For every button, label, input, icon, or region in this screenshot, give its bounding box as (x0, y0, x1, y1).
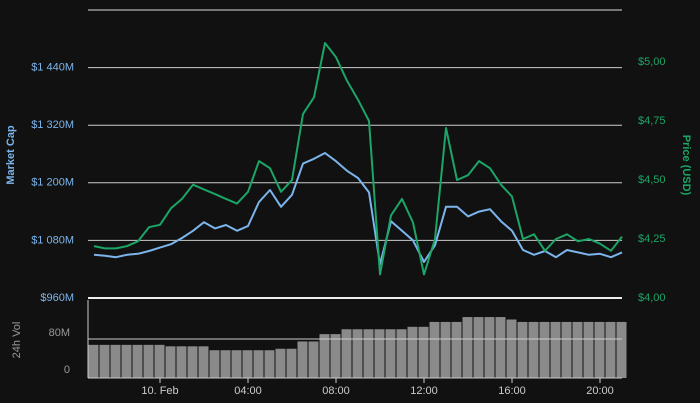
y2-tick-label: $5,00 (638, 56, 666, 68)
volume-bar (231, 350, 242, 378)
volume-bar (209, 350, 220, 378)
volume-bar (594, 321, 605, 378)
volume-bar (572, 321, 583, 378)
volume-bar (341, 329, 352, 378)
y2-tick-label: $4,75 (638, 115, 666, 127)
x-tick-label: 08:00 (322, 385, 350, 397)
y3-tick-label: 0 (64, 364, 70, 376)
line-series (93, 152, 623, 266)
y2-tick-label: $4,25 (638, 233, 666, 245)
volume-bar (154, 344, 165, 378)
y-tick-label: $1 200M (31, 177, 74, 189)
volume-bar (308, 341, 319, 378)
volume-bar (407, 326, 418, 378)
volume-bar (451, 321, 462, 378)
volume-bar (484, 317, 495, 378)
volume-bar (429, 321, 440, 378)
volume-bar (528, 321, 539, 378)
volume-bar (198, 346, 209, 378)
volume-bar (110, 344, 121, 378)
y2-tick-label: $4,50 (638, 174, 666, 186)
volume-bar (297, 341, 308, 378)
y-tick-label: $1 080M (31, 234, 74, 246)
volume-bar (385, 329, 396, 378)
volume-bar (352, 329, 363, 378)
y-tick-label: $1 320M (31, 119, 74, 131)
volume-bar (506, 319, 517, 378)
volume-bar (561, 321, 572, 378)
y2-tick-label: $4,00 (638, 292, 666, 304)
y-axis-title: Market Cap (5, 125, 17, 185)
y3-axis-title: 24h Vol (11, 322, 23, 359)
volume-bar (220, 350, 231, 378)
x-tick-label: 10. Feb (141, 385, 178, 397)
volume-bar (253, 350, 264, 378)
x-tick-label: 04:00 (234, 385, 262, 397)
volume-bar (374, 329, 385, 378)
volume-bar (99, 344, 110, 378)
volume-bar (616, 321, 627, 378)
y-tick-label: $960M (40, 292, 74, 304)
volume-bar (495, 317, 506, 378)
volume-bar (550, 321, 561, 378)
volume-bar (583, 321, 594, 378)
volume-bar (440, 321, 451, 378)
volume-bar (363, 329, 374, 378)
volume-bar (275, 348, 286, 378)
volume-bar (88, 344, 99, 378)
volume-bar (132, 344, 143, 378)
volume-bar (242, 350, 253, 378)
volume-bar (176, 346, 187, 378)
volume-bar (319, 334, 330, 378)
volume-bar (330, 334, 341, 378)
volume-bar (396, 329, 407, 378)
y-tick-label: $1 440M (31, 62, 74, 74)
y3-tick-label: 80M (49, 327, 70, 339)
y2-axis-title: Price (USD) (680, 135, 692, 196)
volume-bar (165, 346, 176, 378)
line-series (93, 42, 623, 276)
volume-bar (539, 321, 550, 378)
x-tick-label: 20:00 (586, 385, 614, 397)
volume-bar (187, 346, 198, 378)
volume-bar (143, 344, 154, 378)
volume-bar (121, 344, 132, 378)
volume-bar (462, 317, 473, 378)
x-tick-label: 12:00 (410, 385, 438, 397)
volume-bar (473, 317, 484, 378)
volume-bar (264, 350, 275, 378)
volume-bar (517, 321, 528, 378)
x-tick-label: 16:00 (498, 385, 526, 397)
volume-bar (286, 348, 297, 378)
volume-bar (418, 326, 429, 378)
volume-bar (605, 321, 616, 378)
